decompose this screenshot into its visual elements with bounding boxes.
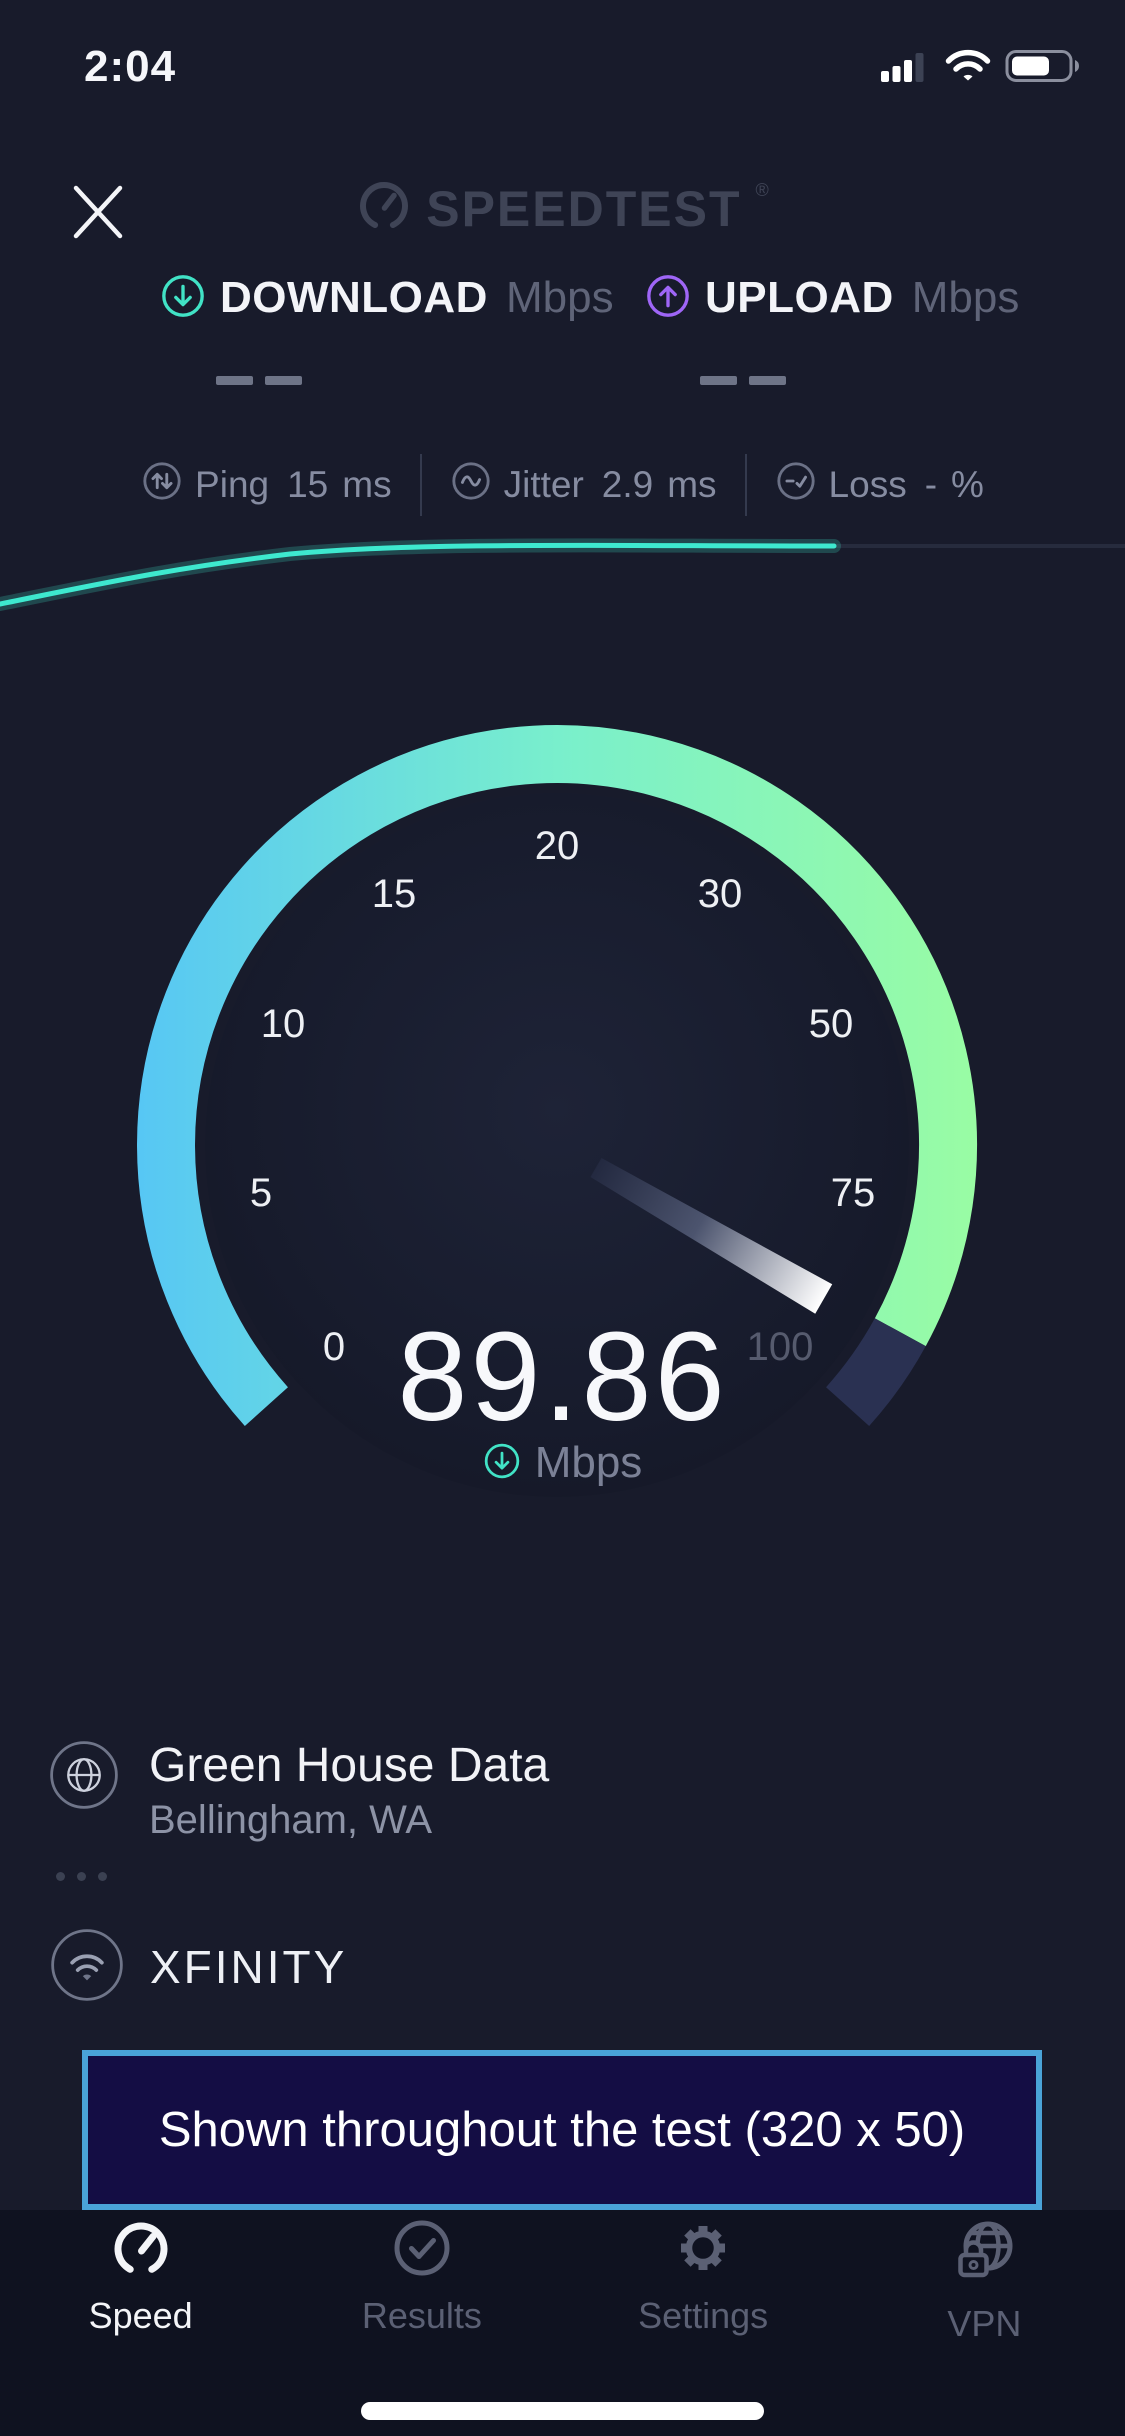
ad-banner[interactable]: Shown throughout the test (320 x 50)	[82, 2050, 1042, 2210]
gauge-tick-100: 100	[747, 1325, 814, 1369]
loss-value: -	[924, 464, 938, 505]
current-speed-unit-row: Mbps	[0, 1438, 1125, 1488]
jitter-unit: ms	[667, 464, 717, 505]
logo-trademark: ®	[755, 180, 769, 200]
isp-info: XFINITY	[48, 1928, 347, 2006]
latency-stats-row: Ping 15 ms Jitter 2.9 ms L	[0, 450, 1125, 520]
loss-stat: Loss - %	[775, 460, 984, 511]
status-time: 2:04	[84, 42, 177, 91]
gauge-needle	[590, 1157, 833, 1314]
upload-label: UPLOAD	[705, 273, 894, 322]
speed-gauge: 0 5 10 15 20 30 50 75 100	[137, 725, 978, 1497]
download-direction-icon	[483, 1442, 521, 1485]
gauge-tick-5: 5	[250, 1171, 272, 1215]
gauge-tick-75: 75	[831, 1171, 876, 1215]
divider	[419, 454, 422, 516]
close-icon	[73, 185, 123, 239]
loss-label: Loss	[828, 464, 907, 505]
tab-vpn[interactable]: VPN	[844, 2210, 1125, 2436]
battery-icon	[1005, 48, 1083, 89]
current-speed-value: 89.86	[397, 1306, 728, 1447]
tab-results-label: Results	[361, 2295, 482, 2336]
ping-stat: Ping 15 ms	[141, 460, 392, 511]
download-label: DOWNLOAD	[220, 273, 488, 322]
gauge-dial-face	[205, 793, 909, 1497]
wifi-icon	[945, 49, 991, 88]
jitter-icon	[450, 460, 492, 511]
logo-text: SPEEDTEST	[426, 180, 742, 237]
ping-label: Ping	[195, 464, 270, 505]
jitter-value: 2.9	[601, 464, 654, 505]
throughput-sparkline	[0, 538, 1125, 611]
download-unit: Mbps	[505, 273, 614, 322]
ping-value: 15	[287, 464, 329, 505]
status-icons	[881, 48, 1083, 89]
gauge-tick-10: 10	[261, 1002, 306, 1046]
server-options-dots	[56, 1872, 107, 1881]
loss-icon	[775, 460, 817, 511]
results-check-icon	[390, 2216, 454, 2285]
download-header: DOWNLOAD Mbps	[160, 270, 614, 326]
close-button[interactable]	[70, 182, 126, 242]
jitter-stat: Jitter 2.9 ms	[450, 460, 717, 511]
current-speed-unit: Mbps	[534, 1438, 643, 1487]
tab-vpn-label: VPN	[947, 2303, 1022, 2344]
speedtest-logo: SPEEDTEST ®	[0, 178, 1125, 239]
speed-gauge-icon	[109, 2216, 173, 2285]
globe-icon	[47, 1738, 121, 1846]
upload-value-placeholder	[700, 376, 786, 385]
gauge-arc-remainder	[825, 1317, 926, 1427]
tab-speed[interactable]: Speed	[0, 2210, 281, 2436]
server-location: Bellingham, WA	[149, 1798, 433, 1842]
ad-banner-text: Shown throughout the test (320 x 50)	[158, 2103, 966, 2157]
tab-settings[interactable]: Settings	[563, 2210, 844, 2436]
download-icon	[160, 273, 206, 324]
cellular-signal-icon	[881, 50, 931, 87]
upload-unit: Mbps	[911, 273, 1020, 322]
gauge-tick-0: 0	[323, 1325, 345, 1369]
gauge-arc-filled	[137, 725, 978, 1426]
tab-speed-label: Speed	[88, 2295, 193, 2336]
loss-unit: %	[951, 464, 984, 505]
tab-settings-label: Settings	[638, 2295, 769, 2336]
speedtest-gauge-icon	[356, 178, 412, 239]
wifi-connection-icon	[48, 1926, 126, 2009]
ping-icon	[141, 460, 183, 511]
upload-icon	[645, 273, 691, 324]
home-indicator[interactable]	[361, 2402, 764, 2420]
tab-results[interactable]: Results	[281, 2210, 562, 2436]
gauge-tick-30: 30	[698, 872, 743, 916]
download-value-placeholder	[216, 376, 302, 385]
settings-gear-icon	[671, 2216, 735, 2285]
jitter-label: Jitter	[503, 464, 584, 505]
gauge-tick-15: 15	[372, 872, 417, 916]
server-name: Green House Data	[149, 1739, 550, 1792]
ping-unit: ms	[342, 464, 392, 505]
vpn-globe-lock-icon	[948, 2216, 1020, 2293]
divider	[744, 454, 747, 516]
tab-bar: Speed Results Settings	[0, 2210, 1125, 2436]
server-info: Green House Data Bellingham, WA	[47, 1738, 549, 1846]
gauge-tick-50: 50	[809, 1002, 854, 1046]
isp-name: XFINITY	[150, 1941, 348, 1993]
gauge-tick-20: 20	[535, 824, 580, 868]
upload-header: UPLOAD Mbps	[645, 270, 1019, 326]
